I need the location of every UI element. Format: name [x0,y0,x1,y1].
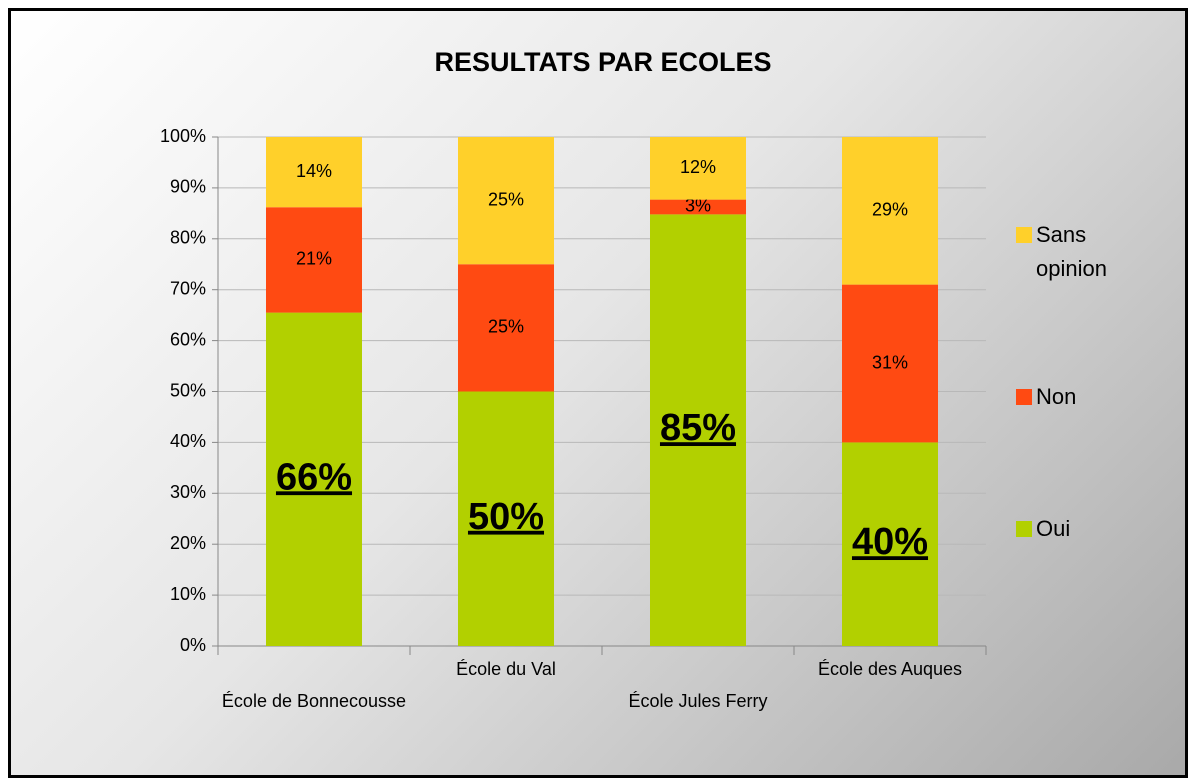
bar-segment [458,264,554,392]
y-tick-label: 30% [170,482,206,502]
y-tick-label: 10% [170,584,206,604]
y-tick-label: 100% [160,126,206,146]
y-tick-label: 90% [170,177,206,197]
y-tick-label: 20% [170,533,206,553]
bar-segment [842,442,938,646]
x-tick-label: École de Bonnecousse [222,691,406,711]
legend-label: Sans opinion [1036,222,1107,281]
x-tick-label: École du Val [456,659,556,679]
legend-swatch [1016,521,1032,537]
value-label-main: 66% [276,456,352,498]
bar-segment [650,214,746,647]
y-tick-label: 0% [180,635,206,655]
legend-swatch [1016,227,1032,243]
bar-segment [266,207,362,313]
y-tick-label: 70% [170,278,206,298]
chart-frame [8,8,1188,778]
value-label: 31% [872,352,908,372]
legend-swatch [1016,389,1032,405]
value-label: 29% [872,200,908,220]
legend-label: Non [1036,384,1077,409]
bar-segment [458,391,554,646]
value-label-main: 85% [660,407,736,449]
x-tick-label: École des Auques [818,659,962,679]
y-tick-label: 80% [170,228,206,248]
value-label: 21% [296,249,332,269]
legend-item: Sans opinion [1016,218,1146,286]
chart-title: RESULTATS PAR ECOLES [434,47,771,77]
x-tick-label: École Jules Ferry [628,691,767,711]
bar-segment [842,137,938,285]
value-label: 25% [488,189,524,209]
bar-segment [650,199,746,215]
legend-item: Non [1016,380,1146,414]
value-label-main: 50% [468,496,544,538]
value-label-main: 40% [852,521,928,563]
y-tick-label: 50% [170,380,206,400]
bar-segment [842,284,938,443]
bar-segment [458,137,554,265]
bar-segment [266,137,362,208]
value-label: 3% [685,196,711,216]
value-label: 12% [680,157,716,177]
y-tick-label: 40% [170,431,206,451]
value-label: 25% [488,317,524,337]
legend-item: Oui [1016,512,1146,546]
bar-segment [650,137,746,200]
legend-label: Oui [1036,516,1071,541]
value-label: 14% [296,161,332,181]
bar-segment [266,312,362,646]
y-tick-label: 60% [170,329,206,349]
